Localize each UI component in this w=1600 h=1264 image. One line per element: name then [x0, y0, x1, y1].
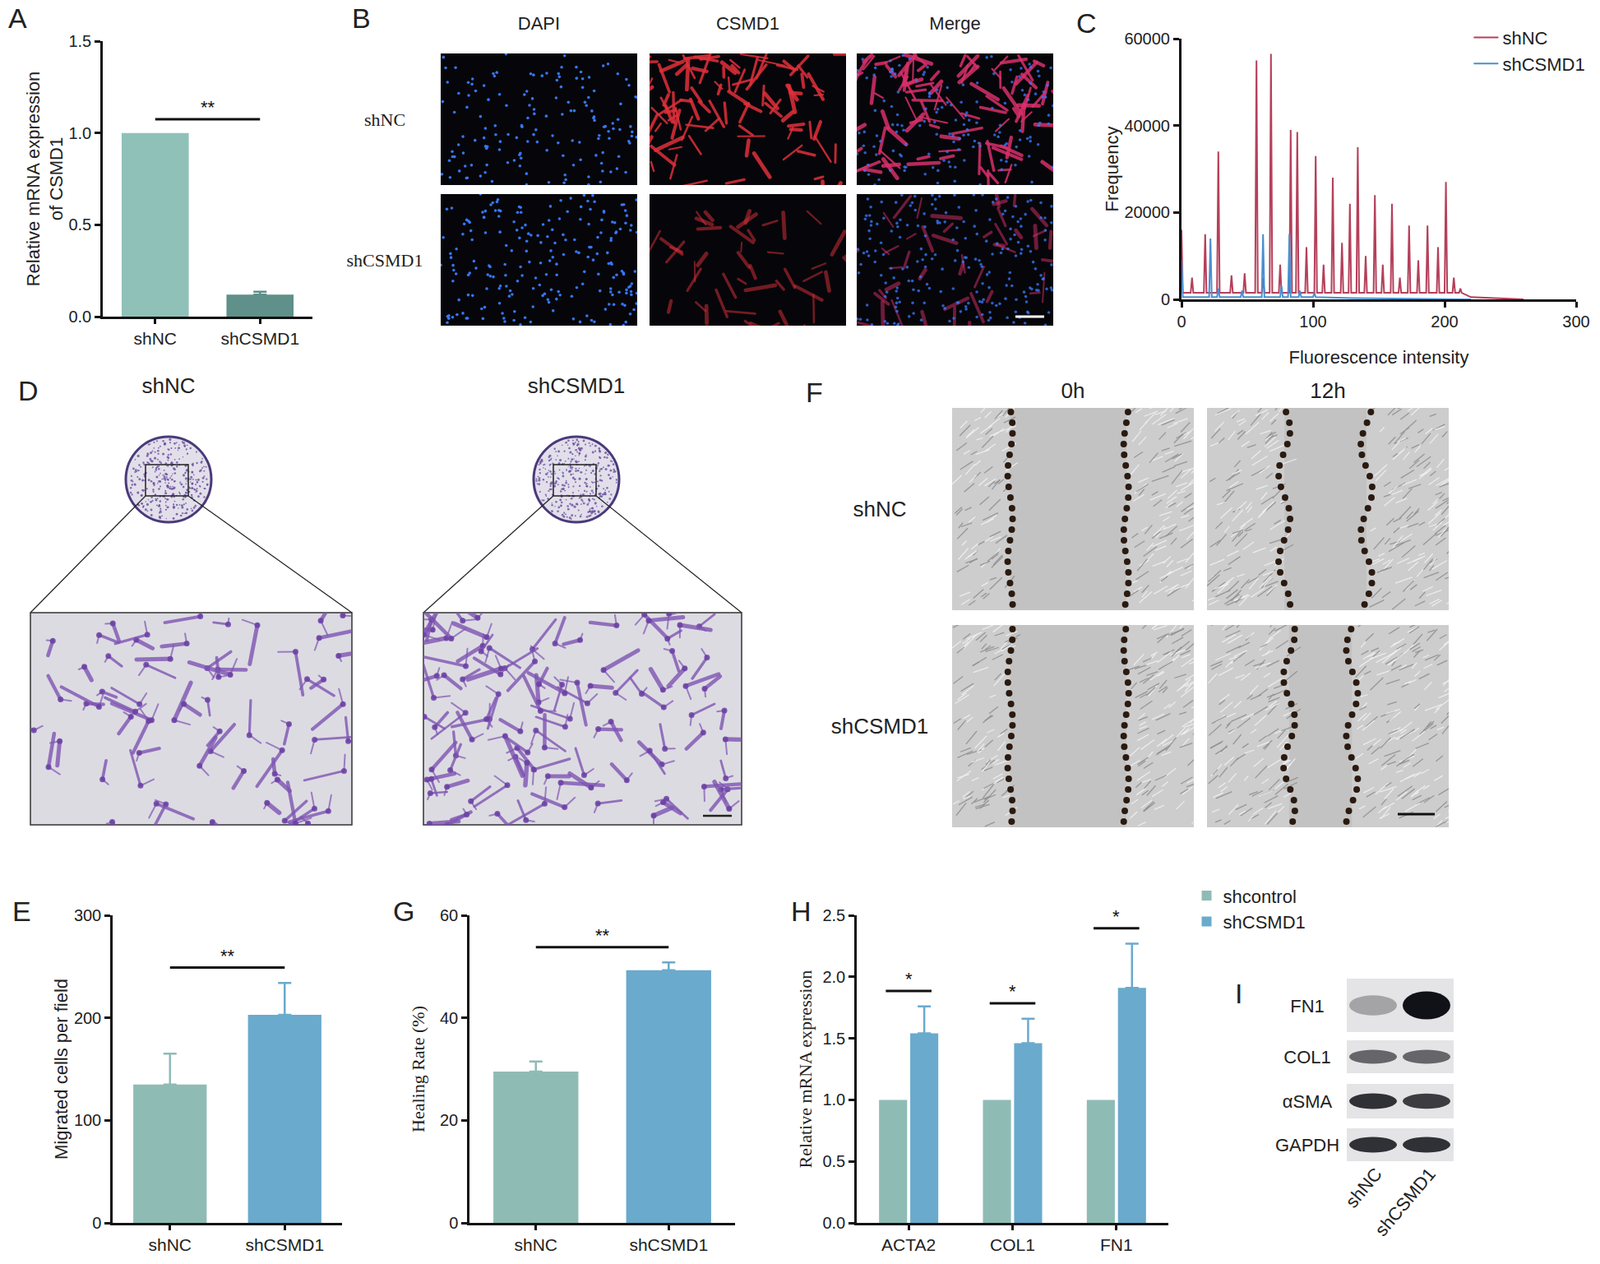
svg-text:shCSMD1: shCSMD1 — [527, 373, 625, 398]
svg-text:shNC: shNC — [133, 328, 177, 348]
svg-text:shNC: shNC — [141, 373, 195, 398]
svg-text:0: 0 — [1160, 290, 1170, 309]
svg-text:0h: 0h — [1061, 378, 1086, 403]
svg-text:αSMA: αSMA — [1282, 1091, 1333, 1112]
svg-text:**: ** — [220, 945, 236, 967]
svg-text:C: C — [1076, 7, 1097, 39]
svg-text:300: 300 — [73, 906, 102, 925]
svg-text:H: H — [790, 895, 812, 927]
svg-text:0.0: 0.0 — [822, 1213, 846, 1232]
svg-text:1.0: 1.0 — [822, 1090, 846, 1109]
svg-text:0: 0 — [92, 1213, 102, 1232]
svg-text:shCSMD1: shCSMD1 — [1502, 54, 1585, 75]
svg-text:12h: 12h — [1309, 378, 1346, 403]
svg-text:shCSMD1: shCSMD1 — [831, 713, 929, 739]
svg-text:shNC: shNC — [1341, 1163, 1387, 1212]
svg-text:1.0: 1.0 — [68, 124, 92, 143]
svg-text:40: 40 — [439, 1008, 458, 1027]
svg-text:0: 0 — [448, 1213, 458, 1232]
svg-text:1.5: 1.5 — [822, 1029, 846, 1048]
svg-text:shCSMD1: shCSMD1 — [628, 1234, 708, 1254]
svg-text:ACTA2: ACTA2 — [881, 1234, 936, 1254]
svg-text:20000: 20000 — [1123, 203, 1170, 222]
svg-text:FN1: FN1 — [1290, 995, 1325, 1017]
svg-text:D: D — [18, 374, 39, 407]
svg-text:shcontrol: shcontrol — [1223, 886, 1297, 907]
svg-text:GAPDH: GAPDH — [1275, 1134, 1340, 1156]
svg-text:0.5: 0.5 — [822, 1151, 846, 1170]
svg-text:G: G — [393, 895, 415, 927]
svg-text:1.5: 1.5 — [68, 32, 92, 51]
svg-text:shNC: shNC — [513, 1234, 558, 1254]
svg-text:40000: 40000 — [1123, 116, 1170, 135]
svg-text:Migrated cells per field: Migrated cells per field — [50, 978, 72, 1160]
svg-text:A: A — [8, 2, 28, 34]
svg-text:2.0: 2.0 — [822, 967, 846, 986]
svg-text:20: 20 — [439, 1110, 458, 1129]
svg-text:F: F — [805, 376, 824, 408]
svg-text:shNC: shNC — [1502, 27, 1548, 49]
svg-text:shCSMD1: shCSMD1 — [1223, 911, 1306, 933]
svg-text:2.5: 2.5 — [822, 906, 846, 925]
svg-text:200: 200 — [73, 1008, 102, 1027]
svg-text:Merge: Merge — [929, 13, 981, 34]
svg-text:shCSMD1: shCSMD1 — [1370, 1163, 1440, 1240]
svg-text:100: 100 — [73, 1110, 102, 1129]
svg-text:FN1: FN1 — [1100, 1234, 1133, 1254]
svg-text:COL1: COL1 — [1283, 1046, 1331, 1068]
svg-text:CSMD1: CSMD1 — [716, 13, 780, 34]
svg-text:Relative mRNA expression: Relative mRNA expression — [795, 970, 816, 1169]
svg-text:0: 0 — [1176, 312, 1186, 331]
svg-text:B: B — [351, 2, 371, 34]
svg-text:Healing Rate (%): Healing Rate (%) — [407, 1005, 429, 1133]
svg-text:I: I — [1234, 977, 1243, 1009]
svg-text:shCSMD1: shCSMD1 — [220, 328, 300, 348]
svg-text:Frequency: Frequency — [1101, 126, 1123, 213]
svg-text:300: 300 — [1562, 312, 1590, 331]
svg-text:**: ** — [200, 97, 216, 118]
svg-text:shCSMD1: shCSMD1 — [245, 1234, 324, 1254]
svg-text:shNC: shNC — [364, 109, 406, 130]
svg-text:shNC: shNC — [147, 1234, 192, 1254]
svg-text:60000: 60000 — [1123, 29, 1170, 48]
svg-text:0.0: 0.0 — [68, 307, 92, 326]
svg-text:*: * — [905, 968, 913, 990]
svg-text:*: * — [1112, 906, 1120, 927]
svg-text:60: 60 — [439, 906, 458, 925]
svg-text:*: * — [1008, 980, 1017, 1002]
svg-text:**: ** — [595, 924, 611, 946]
svg-text:shNC: shNC — [852, 496, 907, 522]
svg-text:100: 100 — [1299, 312, 1327, 331]
svg-text:Fluorescence intensity: Fluorescence intensity — [1289, 346, 1470, 368]
svg-text:Relative mRNA expressionof CSM: Relative mRNA expressionof CSMD1 — [23, 71, 68, 287]
svg-text:0.5: 0.5 — [68, 215, 92, 234]
svg-text:shCSMD1: shCSMD1 — [346, 249, 424, 271]
svg-text:COL1: COL1 — [989, 1234, 1036, 1254]
svg-text:E: E — [12, 895, 32, 927]
svg-text:DAPI: DAPI — [517, 13, 560, 34]
svg-text:200: 200 — [1430, 312, 1458, 331]
